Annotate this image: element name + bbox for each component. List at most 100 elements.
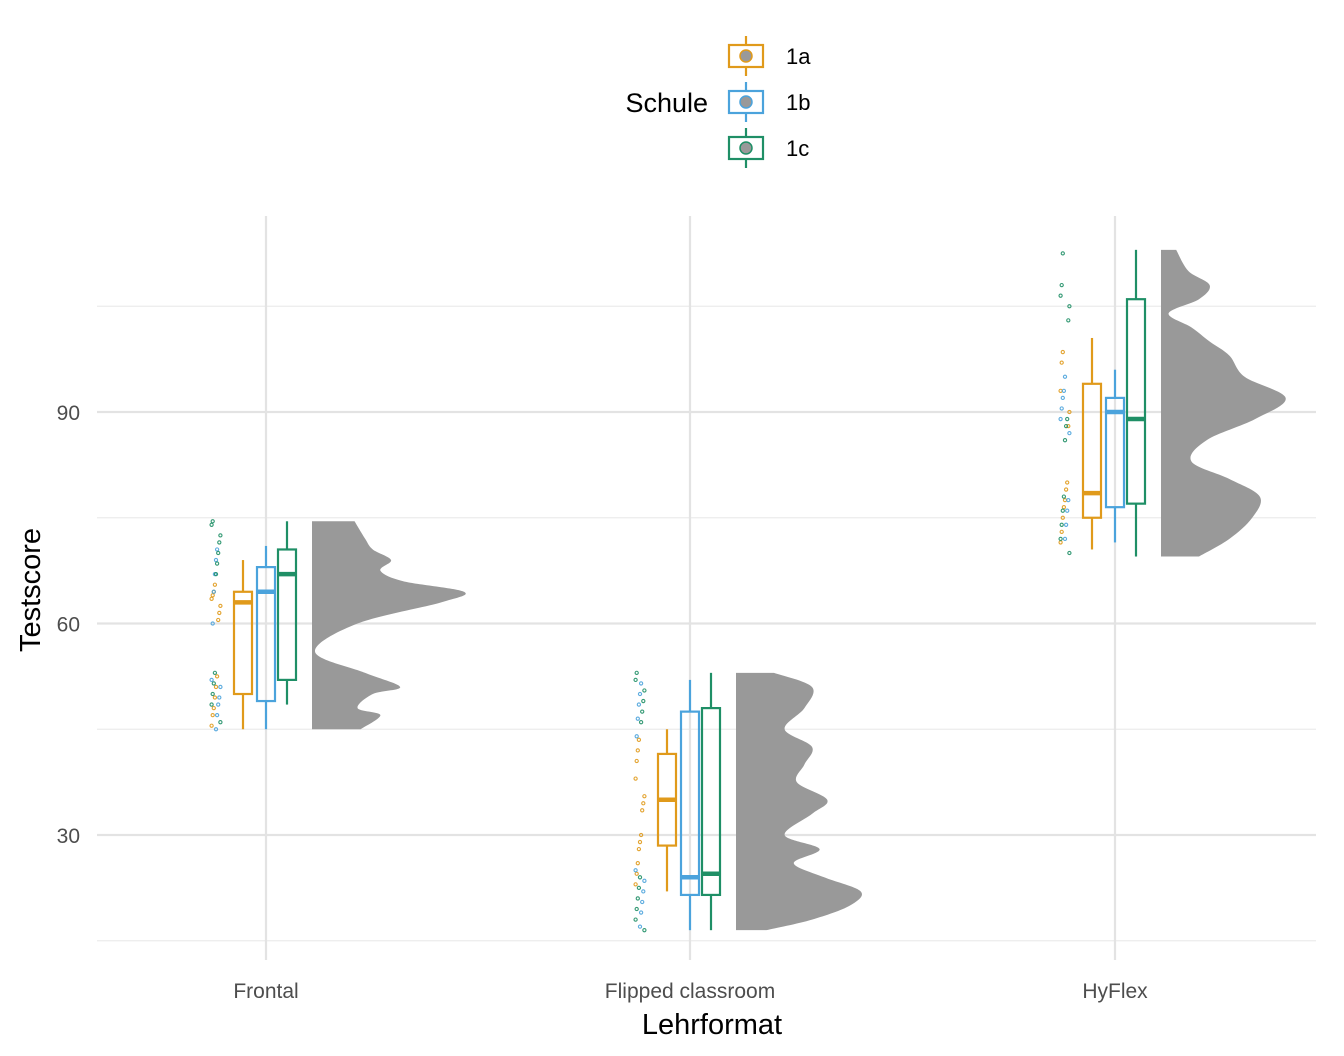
data-point bbox=[641, 889, 646, 894]
boxplot-1b bbox=[679, 679, 701, 931]
data-point bbox=[1065, 508, 1070, 513]
data-point bbox=[1059, 360, 1064, 365]
data-point bbox=[217, 610, 222, 616]
data-point bbox=[640, 899, 645, 905]
data-point bbox=[211, 705, 216, 711]
box-iqr bbox=[1081, 382, 1103, 519]
data-point bbox=[642, 878, 647, 883]
data-point bbox=[638, 832, 644, 838]
axis-ticks: 30 60 90 Frontal Flipped classroom HyFlex bbox=[57, 402, 1149, 1003]
x-axis-title: Lehrformat bbox=[642, 1009, 782, 1041]
grid bbox=[97, 216, 1316, 960]
data-point bbox=[214, 547, 220, 552]
data-point bbox=[1061, 505, 1067, 510]
data-point bbox=[1062, 374, 1068, 379]
data-point bbox=[1063, 487, 1069, 492]
data-point bbox=[217, 540, 222, 545]
boxplot-1b bbox=[1104, 369, 1126, 543]
legend-key-1b: 1b bbox=[727, 82, 810, 122]
data-point bbox=[213, 684, 219, 690]
data-point bbox=[637, 839, 643, 845]
data-point bbox=[637, 924, 643, 929]
data-point bbox=[210, 593, 215, 598]
data-point bbox=[1066, 423, 1071, 429]
data-point bbox=[213, 727, 219, 732]
data-point bbox=[636, 846, 642, 852]
data-point bbox=[641, 801, 646, 806]
legend-dot bbox=[739, 95, 753, 109]
legend-key-1a: 1a bbox=[727, 36, 811, 76]
box-iqr bbox=[679, 710, 701, 897]
density-cloud bbox=[1161, 249, 1286, 557]
data-point bbox=[633, 776, 638, 781]
data-point bbox=[218, 684, 223, 690]
box-iqr bbox=[1125, 298, 1147, 505]
data-point bbox=[633, 677, 638, 683]
data-point bbox=[209, 522, 214, 527]
data-point bbox=[1061, 494, 1067, 499]
data-point bbox=[641, 698, 646, 704]
data-point bbox=[214, 674, 220, 679]
data-point bbox=[1067, 430, 1072, 436]
data-point bbox=[1062, 438, 1068, 443]
data-point bbox=[1059, 522, 1064, 527]
y-axis-title: Testscore bbox=[15, 528, 47, 652]
data-point bbox=[635, 861, 640, 866]
data-point bbox=[640, 709, 645, 714]
data-point bbox=[212, 695, 218, 700]
data-point bbox=[638, 720, 644, 725]
boxplot-1a bbox=[656, 729, 678, 892]
data-point bbox=[213, 572, 219, 577]
data-point bbox=[218, 720, 223, 725]
boxplots bbox=[232, 249, 1147, 931]
data-point bbox=[638, 910, 644, 915]
data-point bbox=[1060, 395, 1065, 401]
data-point bbox=[1060, 515, 1065, 520]
data-point bbox=[1059, 529, 1064, 535]
legend-key-1c: 1c bbox=[727, 128, 809, 168]
data-point bbox=[633, 882, 638, 887]
data-point bbox=[1062, 497, 1068, 503]
y-tick-label: 60 bbox=[57, 614, 80, 637]
boxplot-1c bbox=[700, 672, 722, 931]
data-point bbox=[1065, 416, 1070, 422]
data-point bbox=[1067, 304, 1072, 309]
data-point bbox=[640, 808, 645, 813]
data-point bbox=[209, 702, 214, 707]
data-point bbox=[1063, 423, 1069, 429]
y-tick-label: 30 bbox=[57, 825, 80, 848]
data-point bbox=[209, 596, 214, 601]
data-point bbox=[1058, 293, 1063, 298]
data-point bbox=[217, 695, 222, 700]
data-point bbox=[636, 737, 642, 742]
data-point bbox=[1063, 522, 1069, 527]
data-point bbox=[635, 896, 640, 901]
legend-title: Schule bbox=[625, 88, 708, 118]
legend-label: 1b bbox=[786, 90, 810, 115]
legend: Schule 1a 1b 1c bbox=[625, 36, 811, 168]
box-iqr bbox=[255, 565, 277, 703]
data-point bbox=[1067, 409, 1072, 415]
data-points bbox=[209, 251, 1072, 933]
data-point bbox=[1060, 349, 1065, 355]
box-iqr bbox=[232, 590, 254, 696]
data-point bbox=[635, 716, 640, 721]
legend-dot bbox=[739, 49, 753, 63]
data-point bbox=[634, 734, 639, 739]
data-point bbox=[218, 533, 223, 538]
data-point bbox=[213, 557, 219, 563]
data-point bbox=[210, 519, 215, 524]
data-point bbox=[1065, 480, 1070, 485]
legend-label: 1c bbox=[786, 136, 809, 161]
data-point bbox=[211, 681, 216, 686]
boxplot-1c bbox=[276, 521, 298, 705]
data-point bbox=[1067, 550, 1072, 556]
data-point bbox=[216, 702, 221, 707]
data-point bbox=[634, 871, 639, 876]
data-point bbox=[1066, 318, 1071, 323]
data-point bbox=[642, 688, 647, 693]
data-point bbox=[636, 702, 642, 707]
data-point bbox=[212, 582, 218, 587]
data-point bbox=[634, 670, 639, 676]
